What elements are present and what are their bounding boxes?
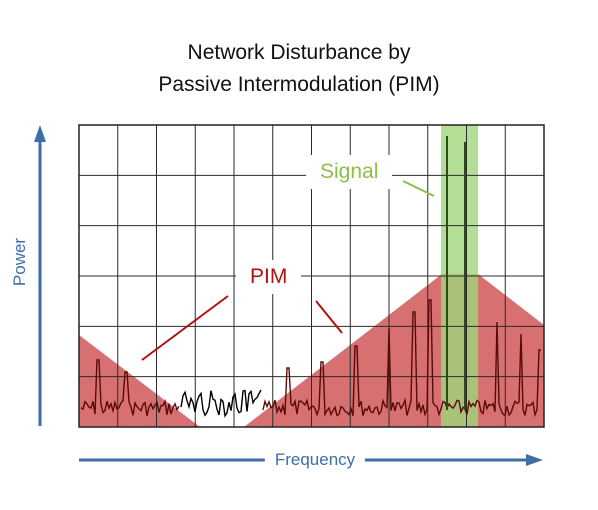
signal-callout-label: Signal (306, 155, 393, 189)
pim-callout-line-right (315, 300, 343, 334)
power-axis-arrow (34, 125, 46, 426)
noise-floor-trace (180, 389, 262, 418)
signal-callout-line (402, 180, 435, 197)
power-axis-label: Power (9, 227, 31, 297)
plot-frame (78, 124, 545, 428)
pim-callout-line-left (141, 295, 229, 361)
frequency-axis-label: Frequency (264, 449, 366, 471)
diagram-title-line-2: Passive Intermodulation (PIM) (158, 73, 440, 96)
plot-grid (79, 125, 544, 427)
pim-noise-trace (80, 299, 541, 418)
diagram-title-line-1: Network Disturbance by (187, 41, 411, 64)
pim-callout-label: PIM (236, 260, 302, 294)
